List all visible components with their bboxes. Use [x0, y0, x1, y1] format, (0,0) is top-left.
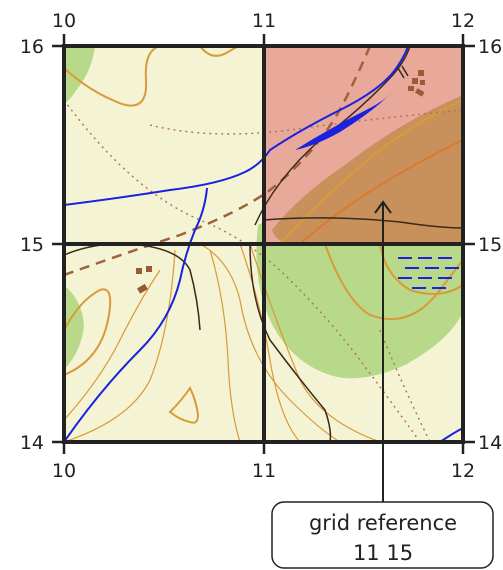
x-label-top-11: 11	[252, 10, 276, 32]
y-label-right-14: 14	[478, 432, 502, 454]
x-label-bottom-12: 12	[451, 460, 475, 482]
y-label-right-16: 16	[478, 36, 502, 58]
footpaths	[64, 99, 463, 442]
vegetation-patch-se	[256, 210, 463, 379]
bridge-icon	[397, 65, 409, 79]
vegetation-patch-nw	[64, 46, 95, 104]
x-label-top-12: 12	[451, 10, 475, 32]
callout-line-1: grid reference	[309, 511, 457, 535]
buildings-ne	[408, 70, 425, 97]
y-label-right-15: 15	[478, 234, 502, 256]
y-label-left-16: 16	[20, 36, 44, 58]
callout-box	[271, 501, 494, 569]
hill-shading	[272, 95, 463, 244]
grid-ticks	[52, 34, 475, 454]
y-label-left-15: 15	[20, 234, 44, 256]
buildings-w	[136, 266, 152, 294]
callout-line-2: 11 15	[353, 541, 413, 565]
x-label-top-10: 10	[52, 10, 76, 32]
roads	[64, 46, 463, 442]
x-label-bottom-11: 11	[252, 460, 276, 482]
x-label-bottom-10: 10	[52, 460, 76, 482]
river-widening	[295, 92, 392, 150]
y-label-left-14: 14	[20, 432, 44, 454]
marsh-symbols	[398, 257, 459, 289]
callout-pointer	[374, 200, 392, 502]
dashed-track	[64, 46, 372, 277]
